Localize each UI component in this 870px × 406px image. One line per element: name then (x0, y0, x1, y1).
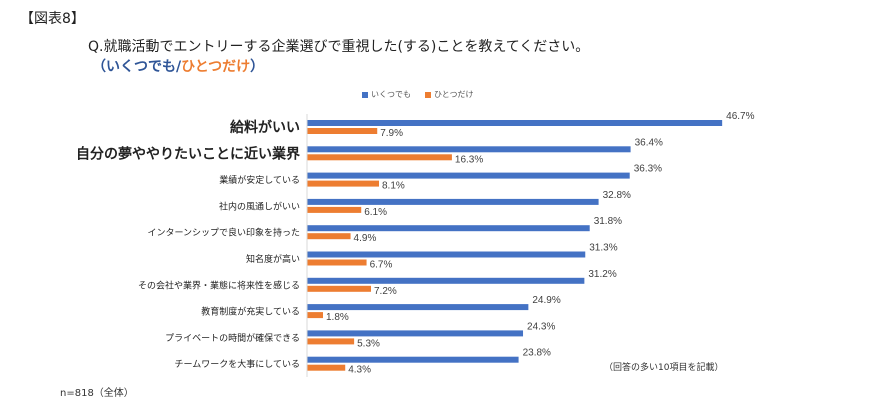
data-label-series2: 7.2% (374, 286, 397, 297)
data-label-series2: 5.3% (357, 338, 380, 349)
data-label-series1: 36.3% (634, 164, 662, 175)
data-label-series2: 8.1% (382, 181, 405, 192)
bar-series2 (307, 259, 367, 266)
bar-series2 (307, 206, 362, 213)
bar-series1 (307, 251, 586, 258)
chart-legend: いくつでも ひとつだけ (362, 89, 473, 100)
category-label: 社内の風通しがいい (219, 200, 300, 212)
bar-series2 (307, 154, 452, 161)
legend-item-series1: いくつでも (362, 89, 411, 100)
subquestion-open: （ (92, 59, 106, 75)
data-label-series1: 32.8% (603, 190, 631, 201)
data-label-series1: 23.8% (523, 348, 551, 359)
data-label-series2: 6.1% (364, 207, 387, 218)
bar-series1 (307, 304, 529, 311)
sample-size: n=818（全体） (60, 388, 134, 399)
bar-series1 (307, 277, 585, 284)
bar-series2 (307, 180, 380, 187)
bar-series2 (307, 338, 355, 345)
data-label-series1: 24.9% (532, 295, 560, 306)
data-label-series1: 31.3% (589, 243, 617, 254)
data-label-series2: 1.8% (326, 312, 349, 323)
figure-label: 【図表8】 (20, 11, 85, 27)
data-label-series1: 46.7% (726, 111, 754, 122)
bar-series2 (307, 364, 346, 371)
category-label: プライベートの時間が確保できる (165, 332, 300, 344)
data-label-series1: 31.8% (594, 216, 622, 227)
data-label-series1: 24.3% (527, 321, 555, 332)
bar-series1 (307, 356, 519, 363)
question-text: Q.就職活動でエントリーする企業選びで重視した(する)ことを教えてください。 (88, 39, 590, 55)
category-label: 業績が安定している (219, 174, 300, 186)
subquestion: （いくつでも/ひとつだけ） (92, 56, 264, 76)
category-label: インターンシップで良い印象を持った (147, 227, 300, 239)
data-label-series2: 4.9% (354, 233, 377, 244)
data-label-series2: 7.9% (380, 128, 403, 139)
bar-series2 (307, 233, 351, 240)
data-label-series2: 6.7% (370, 260, 393, 271)
category-label: その会社や業界・業態に将来性を感じる (138, 279, 300, 291)
chart-note: （回答の多い10項目を記載） (604, 363, 724, 373)
legend-swatch-series2 (425, 91, 431, 98)
bar-series1 (307, 172, 630, 179)
legend-label-series2: ひとつだけ (434, 90, 474, 99)
category-label: 自分の夢ややりたいことに近い業界 (76, 145, 301, 162)
data-label-series1: 36.4% (635, 137, 663, 148)
category-label: 教育制度が充実している (201, 306, 300, 318)
legend-swatch-series1 (362, 91, 368, 98)
legend-label-series1: いくつでも (371, 90, 411, 99)
category-label: 給料がいい (230, 119, 300, 136)
bar-series1 (307, 330, 524, 337)
bar-series1 (307, 198, 599, 205)
subquestion-slash: / (176, 59, 182, 75)
bar-series1 (307, 146, 631, 153)
bar-series1 (307, 225, 590, 232)
category-label: チームワークを大事にしている (175, 358, 300, 370)
subquestion-part1: いくつでも (106, 59, 176, 75)
subquestion-close: ） (250, 59, 265, 75)
data-label-series2: 4.3% (348, 365, 371, 376)
bar-series2 (307, 312, 324, 319)
subquestion-part2: ひとつだけ (181, 59, 251, 75)
legend-item-series2: ひとつだけ (425, 89, 473, 100)
bar-series1 (307, 120, 723, 126)
data-label-series2: 16.3% (455, 154, 483, 165)
data-label-series1: 31.2% (588, 269, 616, 280)
bar-series2 (307, 285, 372, 292)
category-label: 知名度が高い (246, 253, 300, 265)
bar-series2 (307, 128, 378, 134)
